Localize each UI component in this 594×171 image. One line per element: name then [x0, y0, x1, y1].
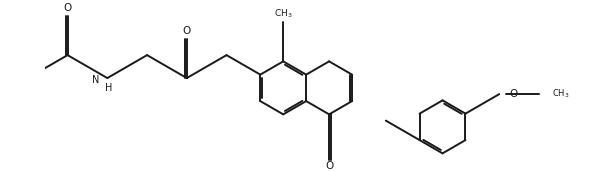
Text: CH$_3$: CH$_3$	[552, 88, 570, 100]
Text: O: O	[325, 161, 333, 171]
Text: O: O	[509, 89, 517, 99]
Text: H: H	[105, 83, 112, 93]
Text: N: N	[92, 75, 100, 85]
Text: O: O	[183, 26, 191, 36]
Text: O: O	[64, 3, 72, 13]
Text: CH$_3$: CH$_3$	[274, 8, 293, 20]
